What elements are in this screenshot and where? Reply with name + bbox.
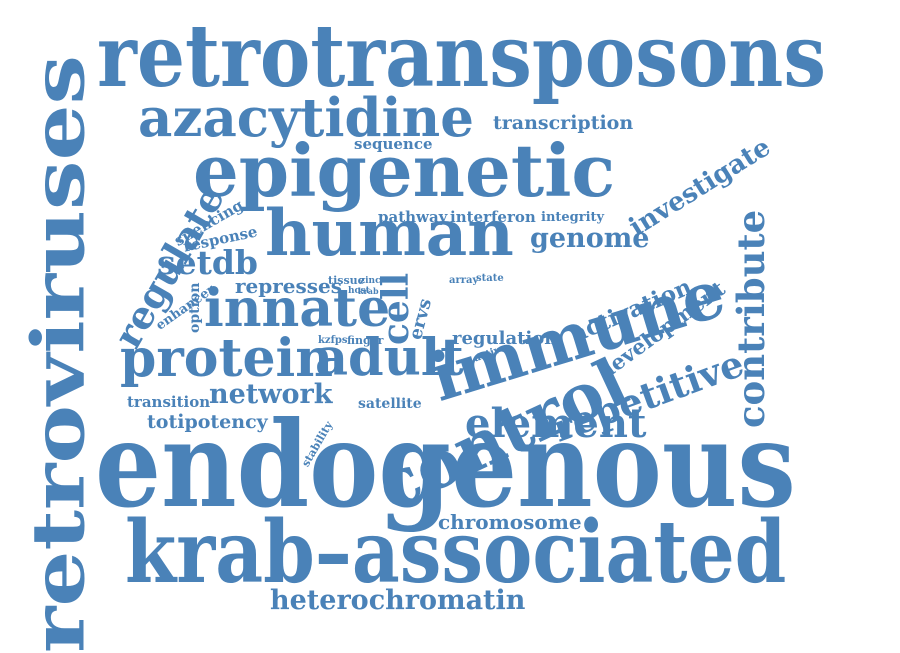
word-represses: represses [235, 274, 343, 298]
word-pathway: pathway [378, 208, 448, 226]
word-regulation: regulation [452, 328, 558, 349]
word-sequence: sequence [354, 135, 433, 153]
word-adult: adult [315, 328, 464, 388]
word-epigenetic: epigenetic [193, 128, 616, 213]
word-chromosome: chromosome [438, 510, 582, 534]
word-krab-associated: krab–associated [125, 502, 787, 603]
word-satellite: satellite [358, 396, 422, 412]
word-transcription: transcription [493, 112, 634, 134]
word-element: element [465, 400, 647, 447]
word-genome: genome [530, 223, 650, 254]
word-totipotency: totipotency [147, 411, 268, 433]
word-option: option [187, 282, 203, 333]
word-array: array [449, 275, 479, 286]
word-krab-small: krab [358, 286, 379, 296]
word-tissue: tissue [328, 274, 365, 287]
word-kzfps: kzfps [318, 335, 348, 346]
word-integrity: integrity [541, 210, 605, 225]
word-zinc: zinc [360, 276, 381, 286]
word-endogenous: endogenous [95, 395, 796, 534]
word-interferon: interferon [450, 208, 536, 226]
word-transition: transition [127, 393, 211, 411]
word-innate: innate [204, 278, 391, 339]
word-heterochromatin: heterochromatin [270, 585, 526, 616]
word-human: human [265, 196, 514, 271]
word-azacytidine: azacytidine [138, 87, 474, 149]
word-network: network [209, 379, 333, 410]
word-state: state [476, 273, 504, 284]
word-finger: finger [347, 334, 384, 347]
word-protein: protein [120, 328, 334, 389]
word-setdb: setdb [157, 243, 258, 282]
word-retrotransposons: retrotransposons [97, 6, 826, 107]
word-host: host [348, 286, 370, 296]
word-retroviruses: retroviruses [15, 54, 101, 653]
